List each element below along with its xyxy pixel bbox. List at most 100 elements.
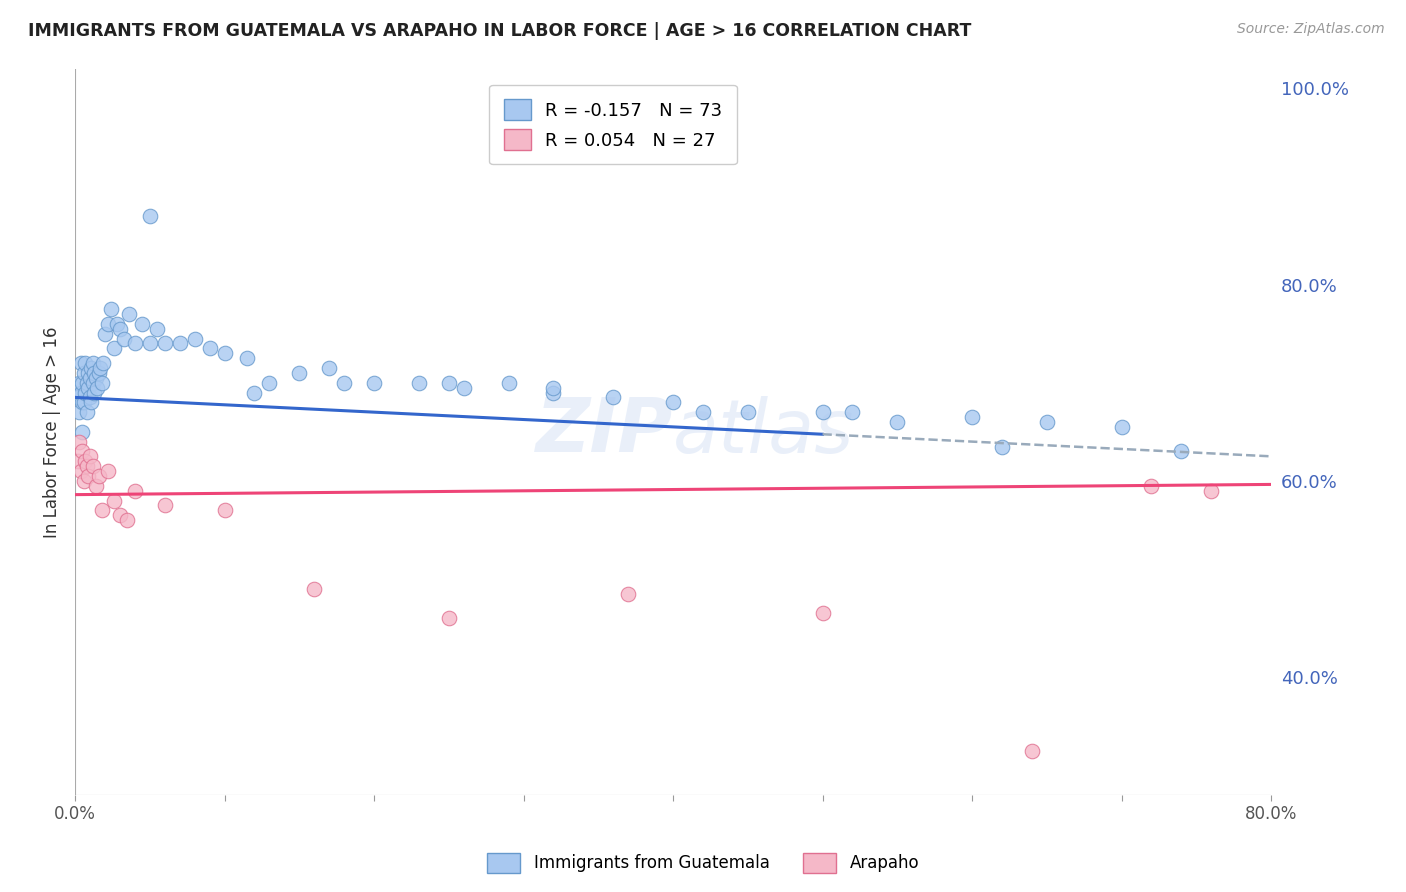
Point (87, 366, 110, 380)
Point (75, 356, 97, 370)
Point (737, 405, 759, 419)
Point (124, 336, 146, 351)
Point (80, 361, 103, 376)
Point (72, 444, 94, 458)
Point (408, 376, 430, 390)
Point (1170, 444, 1192, 458)
Point (1201, 483, 1223, 498)
Point (73, 366, 96, 380)
Point (77, 366, 100, 380)
Point (82, 356, 104, 370)
Point (662, 395, 685, 409)
Point (97, 317, 120, 331)
Point (498, 376, 520, 390)
Point (72, 425, 94, 439)
Point (302, 582, 325, 596)
Point (437, 376, 460, 390)
Point (991, 440, 1014, 454)
Point (841, 405, 863, 419)
Point (90, 376, 112, 390)
Point (73, 395, 96, 409)
Point (153, 499, 176, 513)
Y-axis label: In Labor Force | Age > 16: In Labor Force | Age > 16 (44, 326, 60, 538)
Point (146, 321, 169, 335)
Point (82, 459, 104, 474)
Point (69, 405, 91, 419)
Text: Source: ZipAtlas.com: Source: ZipAtlas.com (1237, 22, 1385, 37)
Point (236, 351, 259, 366)
Text: atlas: atlas (673, 396, 855, 467)
Point (72, 395, 94, 409)
Point (70, 385, 93, 400)
Point (692, 405, 714, 419)
Point (79, 450, 101, 464)
Point (363, 376, 385, 390)
Point (214, 346, 236, 360)
Point (139, 209, 162, 223)
Point (94, 326, 117, 341)
Point (139, 336, 162, 351)
Point (318, 361, 340, 376)
Legend: Immigrants from Guatemala, Arapaho: Immigrants from Guatemala, Arapaho (481, 847, 925, 880)
Point (153, 336, 176, 351)
Point (183, 332, 205, 346)
Point (69, 376, 91, 390)
Point (79, 371, 101, 385)
Point (66, 391, 89, 405)
Point (259, 376, 281, 390)
Point (117, 513, 139, 527)
Point (76, 405, 98, 419)
Point (543, 381, 565, 395)
Point (1021, 744, 1043, 758)
Point (617, 587, 640, 601)
Point (1111, 420, 1133, 434)
Point (90, 503, 112, 517)
Point (118, 307, 141, 321)
Point (243, 385, 266, 400)
Point (198, 342, 221, 356)
Point (66, 454, 89, 468)
Point (333, 376, 356, 390)
Point (886, 415, 908, 429)
Point (83, 366, 105, 380)
Point (80, 395, 103, 409)
Point (93, 356, 115, 370)
Point (103, 493, 125, 508)
Point (1140, 479, 1163, 493)
Point (76, 376, 98, 390)
Point (89, 361, 111, 376)
Point (97, 464, 120, 478)
Text: ZIP: ZIP (536, 395, 673, 468)
Point (108, 321, 131, 335)
Point (131, 317, 153, 331)
Point (437, 611, 460, 625)
Legend: R = -0.157   N = 73, R = 0.054   N = 27: R = -0.157 N = 73, R = 0.054 N = 27 (489, 85, 737, 164)
Point (79, 391, 101, 405)
Point (83, 385, 105, 400)
Point (602, 391, 624, 405)
Point (82, 376, 104, 390)
Point (100, 301, 122, 316)
Point (288, 366, 311, 380)
Point (811, 405, 834, 419)
Point (108, 508, 131, 523)
Point (960, 410, 983, 425)
Point (105, 317, 128, 331)
Point (87, 469, 110, 483)
Point (73, 474, 96, 488)
Point (103, 342, 125, 356)
Point (86, 381, 108, 395)
Text: IMMIGRANTS FROM GUATEMALA VS ARAPAHO IN LABOR FORCE | AGE > 16 CORRELATION CHART: IMMIGRANTS FROM GUATEMALA VS ARAPAHO IN … (28, 22, 972, 40)
Point (453, 381, 475, 395)
Point (75, 385, 97, 400)
Point (70, 356, 93, 370)
Point (77, 469, 100, 483)
Point (84, 371, 107, 385)
Point (543, 385, 565, 400)
Point (84, 479, 107, 493)
Point (169, 336, 191, 351)
Point (112, 332, 135, 346)
Point (76, 459, 98, 474)
Point (124, 483, 146, 498)
Point (1036, 415, 1059, 429)
